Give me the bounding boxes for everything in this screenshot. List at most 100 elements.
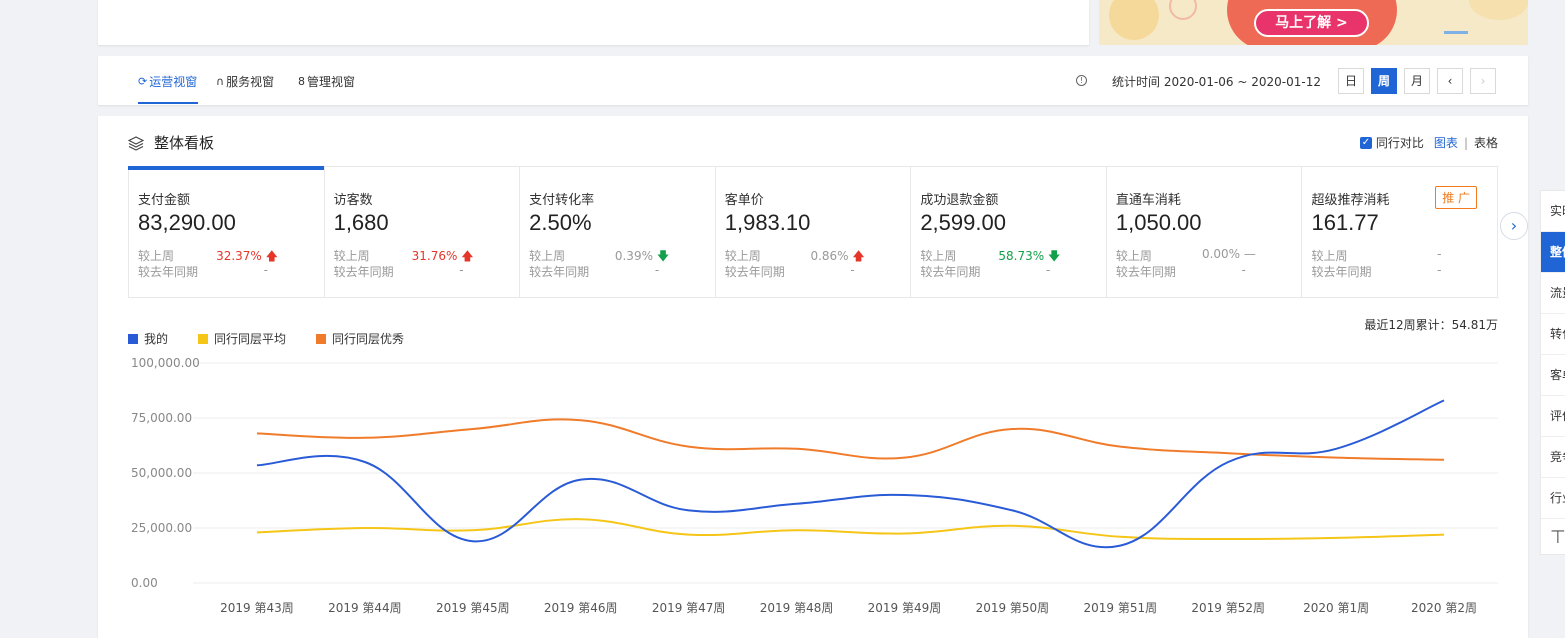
metric-compare-week: 较上周 - [1311,247,1461,264]
metric-value: 2,599.00 [920,210,1006,235]
compare-label: 较去年同期 [529,265,590,279]
rail-item-order-value[interactable]: 客单 [1541,355,1565,396]
medal-icon: 8 [298,75,305,88]
metric-card-avg-order-value[interactable]: 客单价 1,983.10 较上周 0.86% 🡅 较去年同期 - [716,167,912,297]
rail-item-overall[interactable]: 整体 [1541,232,1565,273]
compare-value: 32.37% 🡅 [216,249,278,263]
x-tick-label: 2020 第2周 [1411,601,1477,615]
top-card [98,0,1089,45]
series-line-1[interactable] [256,518,1445,541]
metric-label: 访客数 [333,193,373,208]
chart-legend: 我的 同行同层平均 同行同层优秀 [128,330,404,347]
banner-pager-indicator[interactable] [1444,31,1468,34]
compare-value: - [1045,263,1051,277]
info-icon[interactable]: ! [1076,75,1087,86]
period-week-button[interactable]: 周 [1371,68,1397,94]
compare-value: 58.73% 🡇 [998,249,1061,263]
series-line-0[interactable] [256,399,1445,549]
metric-label: 客单价 [724,193,764,208]
tab-service-view[interactable]: ∩ 服务视窗 [216,73,274,90]
metric-compare-week: 较上周 58.73% 🡇 [920,247,1070,264]
compare-value: 0.39% 🡇 [614,249,670,263]
metric-compare-year: 较去年同期 - [1311,263,1461,280]
compare-label: 较去年同期 [1311,265,1372,279]
metric-compare-year: 较去年同期 - [1116,263,1266,280]
metrics-next-button[interactable]: › [1500,212,1528,240]
view-toggle: ✓ 同行对比 图表 | 表格 [1359,134,1498,151]
tab-label: 管理视窗 [307,75,356,89]
banner-decoration [1469,0,1528,20]
legend-item-mine[interactable]: 我的 [128,330,168,347]
promote-tag[interactable]: 推 广 [1435,186,1478,209]
tab-management-view[interactable]: 8 管理视窗 [298,73,355,90]
tab-label: 运营视窗 [149,75,198,89]
metric-card-conversion-rate[interactable]: 支付转化率 2.50% 较上周 0.39% 🡇 较去年同期 - [520,167,716,297]
stat-time-range: 统计时间 2020-01-06 ~ 2020-01-12 [1112,75,1321,89]
chevron-right-icon: › [1480,74,1486,88]
banner-cta-button[interactable]: 马上了解 > [1254,9,1369,37]
table-view-link[interactable]: 表格 [1473,136,1498,150]
compare-label: 较去年同期 [333,265,394,279]
metric-card-payment-amount[interactable]: 支付金额 83,290.00 较上周 32.37% 🡅 较去年同期 - [128,166,325,297]
legend-label: 同行同层平均 [214,332,287,346]
metric-compare-year: 较去年同期 - [920,263,1070,280]
metric-compare-week: 较上周 0.86% 🡅 [725,247,875,264]
compare-label: 较上周 [138,249,175,263]
chart-view-link[interactable]: 图表 [1433,136,1458,150]
tab-label: 服务视窗 [226,75,275,89]
y-tick-label: 100,000.00 [131,356,200,370]
rail-item-industry[interactable]: 行业 [1541,478,1565,519]
x-tick-label: 2019 第45周 [436,601,510,615]
metric-card-ztc-spend[interactable]: 直通车消耗 1,050.00 较上周 0.00% — 较去年同期 - [1107,167,1303,297]
compare-label: 同行对比 [1375,136,1424,150]
promo-banner[interactable]: 马上了解 > [1099,0,1528,45]
metric-card-refund-amount[interactable]: 成功退款金额 2,599.00 较上周 58.73% 🡇 较去年同期 - [911,167,1107,297]
active-tab-indicator [138,102,198,104]
series-line-2[interactable] [256,418,1445,461]
rail-item-review[interactable]: 评价 [1541,396,1565,437]
rail-item-realtime[interactable]: 实时 [1541,191,1565,232]
metric-compare-week: 较上周 0.00% — [1116,247,1266,264]
back-to-top-icon[interactable]: ⊤ [1550,527,1565,548]
metric-value: 161.77 [1311,210,1379,235]
rail-item-conversion[interactable]: 转化 [1541,314,1565,355]
compare-checkbox[interactable]: ✓ [1359,136,1372,149]
metric-compare-year: 较去年同期 - [725,263,875,280]
prev-period-button[interactable]: ‹ [1437,68,1463,94]
arrow-up-icon: 🡅 [852,249,865,263]
y-tick-label: 0.00 [131,576,158,590]
x-tick-label: 2019 第50周 [976,601,1050,615]
rail-item-competition[interactable]: 竞争 [1541,437,1565,478]
rail-item-traffic[interactable]: 流量 [1541,273,1565,314]
metric-card-super-recommend-spend[interactable]: 超级推荐消耗 161.77 推 广 较上周 - 较去年同期 - [1302,167,1497,297]
x-tick-label: 2019 第49周 [868,601,942,615]
metric-value: 1,680 [333,210,389,235]
legend-item-peer-average[interactable]: 同行同层平均 [198,330,286,347]
dash-icon: — [1243,247,1256,261]
metric-compare-week: 较上周 31.76% 🡅 [334,247,484,264]
compare-label: 较上周 [724,249,761,263]
payment-trend-chart: 0.00 25,000.00 50,000.00 75,000.00 100,000.0… [131,356,1498,615]
x-tick-label: 2019 第46周 [544,601,618,615]
period-month-button[interactable]: 月 [1404,68,1430,94]
metric-label: 成功退款金额 [920,193,999,208]
x-tick-label: 2020 第1周 [1303,601,1369,615]
next-period-button[interactable]: › [1470,68,1496,94]
metric-value: 83,290.00 [138,210,236,235]
compare-value: 0.86% 🡅 [810,249,865,263]
metric-cards-row: 支付金额 83,290.00 较上周 32.37% 🡅 较去年同期 - 访客数 … [128,166,1498,298]
board-title: 整体看板 [154,134,215,152]
compare-value: - [1437,247,1442,261]
legend-swatch [128,333,138,344]
tab-operation-view[interactable]: ⟳ 运营视窗 [138,73,197,90]
metric-value: 1,983.10 [724,210,811,235]
compare-value: - [1437,263,1442,277]
metric-compare-week: 较上周 0.39% 🡇 [529,247,679,264]
compare-label: 较去年同期 [138,265,199,279]
metric-compare-year: 较去年同期 - [529,263,679,280]
metric-label: 超级推荐消耗 [1311,193,1390,208]
metric-card-visitors[interactable]: 访客数 1,680 较上周 31.76% 🡅 较去年同期 - [325,167,521,297]
compare-label: 较去年同期 [920,265,981,279]
legend-item-peer-excellent[interactable]: 同行同层优秀 [316,330,404,347]
period-day-button[interactable]: 日 [1338,68,1364,94]
